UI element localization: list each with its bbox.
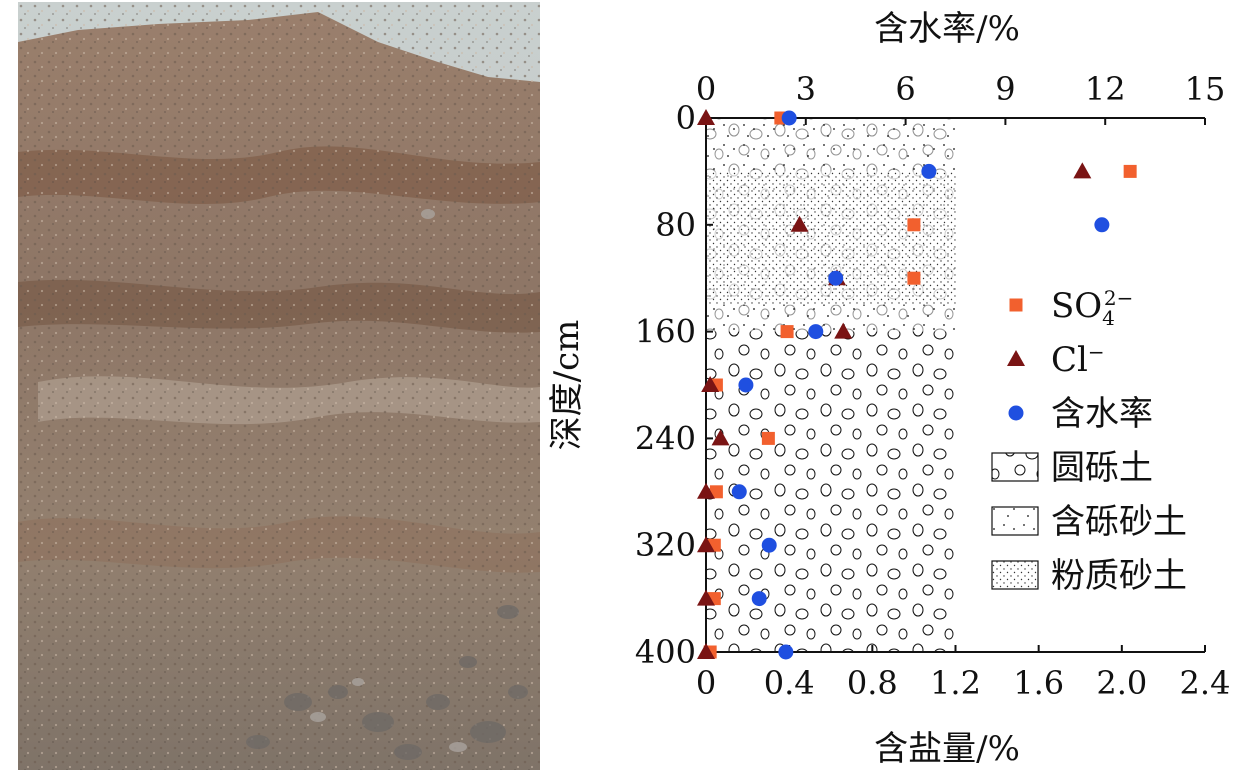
point-square	[761, 431, 775, 445]
point-circle	[751, 591, 767, 607]
legend-label: 含砾砂土	[1051, 502, 1187, 542]
point-circle	[778, 644, 794, 660]
legend-marker-circle	[1008, 405, 1024, 421]
point-triangle	[834, 322, 853, 339]
bottom-axis-ticks: 0 0.4 0.8 1.2 1.6 2.0 2.4	[696, 645, 1231, 702]
top-tick-label: 15	[1185, 70, 1226, 108]
point-triangle	[697, 109, 715, 125]
legend-swatch-gravelly-sand	[992, 507, 1038, 535]
point-square	[907, 218, 921, 232]
point-circle	[808, 324, 824, 340]
y-tick-label: 160	[635, 313, 696, 351]
strata-layer	[706, 118, 956, 652]
top-tick-label: 9	[995, 70, 1015, 108]
point-circle	[731, 484, 747, 500]
y-axis-ticks: 0 80 160 240 320 400	[635, 99, 713, 671]
y-axis-title: 深度/cm	[547, 320, 587, 451]
point-circle	[828, 270, 844, 286]
legend-label: 含水率	[1051, 394, 1153, 434]
top-tick-label: 0	[696, 70, 716, 108]
point-triangle	[1073, 162, 1092, 179]
top-axis-title: 含水率/%	[874, 9, 1020, 49]
point-triangle	[711, 429, 730, 446]
legend-label: SO42−	[1051, 286, 1133, 330]
legend-swatch-gravel	[992, 453, 1038, 481]
data-points	[697, 109, 1137, 660]
legend-label: Cl−	[1051, 340, 1105, 380]
top-tick-label: 3	[796, 70, 816, 108]
bottom-tick-label: 0.4	[764, 664, 815, 702]
bottom-tick-label: 1.2	[930, 664, 981, 702]
chart-panel: 含水率/% 含盐量/% 深度/cm 0 3 6 9 12 15 0 0.4 0.8 1.2 1.6…	[547, 9, 1231, 769]
legend-marker-square	[1009, 298, 1023, 312]
point-square	[709, 485, 723, 499]
point-triangle	[697, 482, 715, 499]
point-circle	[1094, 217, 1110, 233]
point-circle	[738, 377, 754, 393]
legend-label: 粉质砂土	[1051, 556, 1187, 596]
point-triangle	[701, 376, 720, 392]
top-tick-label: 6	[895, 70, 915, 108]
y-tick-label: 400	[635, 633, 696, 671]
bottom-tick-label: 1.6	[1013, 664, 1064, 702]
y-tick-label: 80	[655, 206, 696, 244]
point-triangle	[697, 589, 715, 606]
point-square	[780, 325, 794, 339]
y-tick-label: 240	[635, 419, 696, 457]
y-tick-label: 320	[635, 526, 696, 564]
point-square	[1123, 164, 1137, 178]
top-tick-label: 12	[1085, 70, 1126, 108]
legend-label: 圆砾土	[1051, 448, 1153, 488]
point-circle	[781, 110, 797, 126]
bottom-axis-title: 含盐量/%	[874, 729, 1020, 769]
legend-swatch-silty-sand	[992, 561, 1038, 589]
bottom-tick-label: 2.0	[1096, 664, 1147, 702]
point-triangle	[790, 215, 809, 232]
point-triangle	[697, 643, 715, 659]
bottom-tick-label: 0	[696, 664, 716, 702]
point-circle	[921, 163, 937, 179]
point-triangle	[697, 536, 715, 553]
point-square	[907, 271, 921, 285]
bottom-tick-label: 2.4	[1180, 664, 1231, 702]
bottom-tick-label: 0.8	[847, 664, 898, 702]
top-axis-ticks: 0 3 6 9 12 15	[696, 70, 1226, 125]
soil-profile-photo	[18, 2, 540, 770]
point-circle	[761, 537, 777, 553]
y-tick-label: 0	[676, 99, 696, 137]
legend-marker-triangle	[1007, 350, 1025, 366]
